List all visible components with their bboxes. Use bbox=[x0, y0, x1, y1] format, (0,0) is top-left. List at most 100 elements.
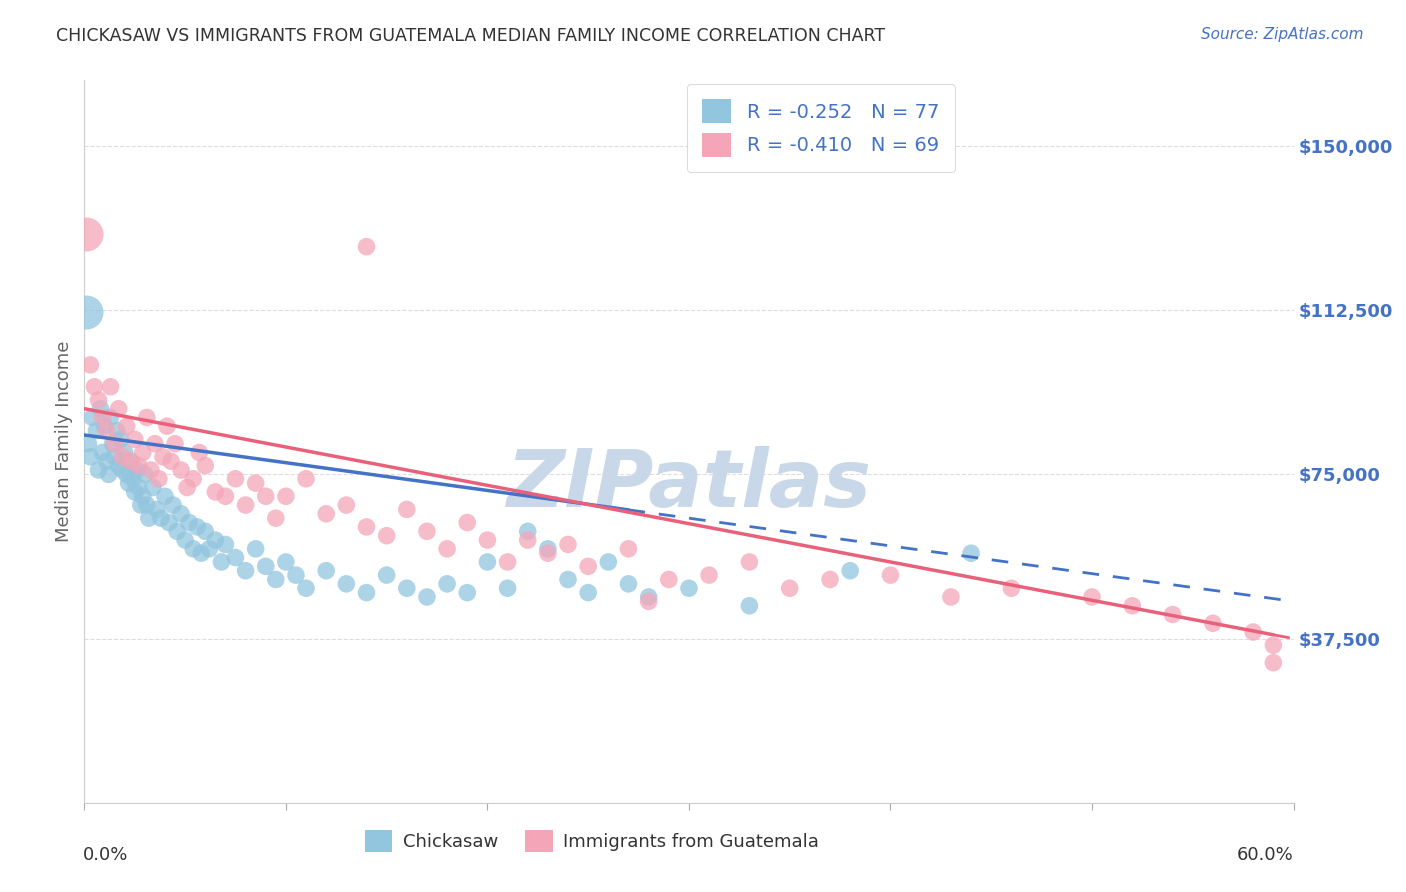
Point bbox=[124, 484, 146, 499]
Text: ZIPatlas: ZIPatlas bbox=[506, 446, 872, 524]
Point bbox=[77, 436, 100, 450]
Point bbox=[356, 240, 378, 254]
Point bbox=[245, 476, 267, 491]
Point bbox=[87, 463, 110, 477]
Point bbox=[235, 498, 257, 512]
Point bbox=[82, 410, 104, 425]
Point bbox=[235, 564, 257, 578]
Point bbox=[496, 555, 519, 569]
Point bbox=[1081, 590, 1104, 604]
Point bbox=[79, 450, 101, 464]
Point bbox=[139, 463, 162, 477]
Point bbox=[110, 433, 132, 447]
Point bbox=[356, 520, 378, 534]
Point bbox=[105, 424, 128, 438]
Point bbox=[416, 524, 439, 539]
Point bbox=[1241, 625, 1264, 640]
Point bbox=[152, 450, 174, 464]
Point bbox=[274, 555, 297, 569]
Y-axis label: Median Family Income: Median Family Income bbox=[55, 341, 73, 542]
Point bbox=[779, 581, 801, 595]
Point bbox=[557, 573, 579, 587]
Point bbox=[198, 541, 221, 556]
Point bbox=[91, 445, 114, 459]
Point bbox=[132, 445, 155, 459]
Point bbox=[100, 380, 122, 394]
Point bbox=[128, 458, 150, 473]
Point bbox=[162, 498, 184, 512]
Point bbox=[156, 419, 179, 434]
Point bbox=[160, 454, 183, 468]
Point bbox=[124, 433, 146, 447]
Point bbox=[75, 227, 97, 241]
Point bbox=[1121, 599, 1143, 613]
Point bbox=[166, 524, 188, 539]
Point bbox=[89, 401, 111, 416]
Point bbox=[264, 511, 287, 525]
Point bbox=[576, 559, 599, 574]
Text: 0.0%: 0.0% bbox=[83, 847, 128, 864]
Point bbox=[114, 445, 136, 459]
Point bbox=[104, 450, 127, 464]
Point bbox=[181, 472, 204, 486]
Text: 60.0%: 60.0% bbox=[1237, 847, 1294, 864]
Point bbox=[157, 516, 180, 530]
Point bbox=[1263, 638, 1285, 652]
Point bbox=[96, 454, 118, 468]
Point bbox=[496, 581, 519, 595]
Point bbox=[285, 568, 308, 582]
Point bbox=[111, 450, 134, 464]
Point bbox=[111, 463, 134, 477]
Point bbox=[225, 550, 247, 565]
Point bbox=[83, 380, 105, 394]
Point bbox=[128, 481, 150, 495]
Point bbox=[477, 555, 499, 569]
Point bbox=[879, 568, 901, 582]
Point bbox=[104, 436, 127, 450]
Point bbox=[697, 568, 720, 582]
Point bbox=[839, 564, 862, 578]
Point bbox=[436, 541, 458, 556]
Point bbox=[537, 546, 560, 560]
Point bbox=[436, 577, 458, 591]
Point bbox=[939, 590, 962, 604]
Point bbox=[121, 472, 143, 486]
Point bbox=[274, 489, 297, 503]
Point bbox=[375, 529, 398, 543]
Point bbox=[395, 502, 418, 516]
Point bbox=[181, 541, 204, 556]
Point bbox=[188, 445, 211, 459]
Point bbox=[1161, 607, 1184, 622]
Point bbox=[516, 524, 538, 539]
Point bbox=[93, 419, 115, 434]
Point bbox=[87, 392, 110, 407]
Point bbox=[557, 537, 579, 551]
Point bbox=[295, 472, 318, 486]
Point bbox=[1000, 581, 1022, 595]
Point bbox=[375, 568, 398, 582]
Point bbox=[537, 541, 560, 556]
Point bbox=[120, 454, 142, 468]
Point bbox=[598, 555, 620, 569]
Point bbox=[214, 489, 236, 503]
Point bbox=[100, 410, 122, 425]
Point bbox=[214, 537, 236, 551]
Point bbox=[97, 467, 120, 482]
Point bbox=[142, 481, 165, 495]
Point bbox=[477, 533, 499, 547]
Point bbox=[149, 511, 172, 525]
Point bbox=[91, 410, 114, 425]
Point bbox=[107, 458, 129, 473]
Point bbox=[115, 419, 138, 434]
Point bbox=[204, 533, 226, 547]
Point bbox=[416, 590, 439, 604]
Point bbox=[120, 454, 142, 468]
Point bbox=[153, 489, 176, 503]
Point bbox=[125, 463, 148, 477]
Point bbox=[174, 533, 197, 547]
Point bbox=[315, 564, 337, 578]
Point bbox=[138, 511, 160, 525]
Point bbox=[186, 520, 208, 534]
Point bbox=[658, 573, 681, 587]
Point bbox=[254, 489, 277, 503]
